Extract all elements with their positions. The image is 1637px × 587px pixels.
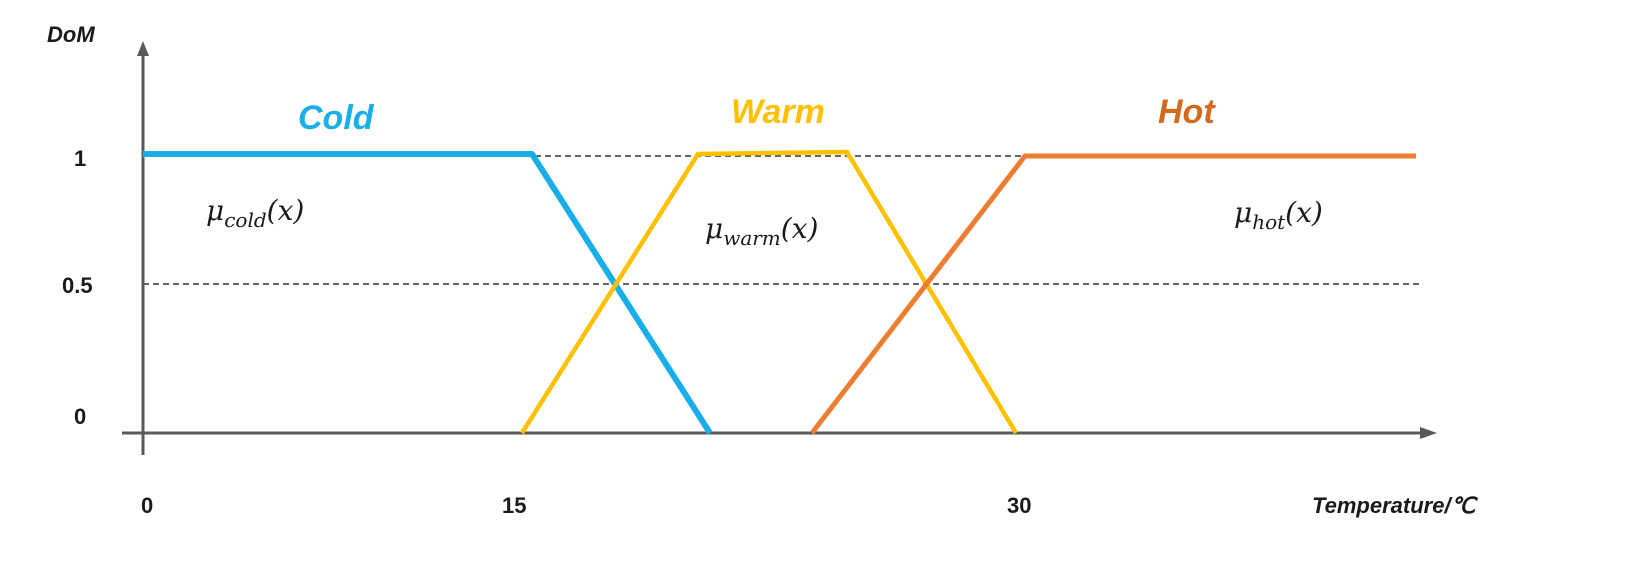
x-tick-label: 15 xyxy=(502,493,526,518)
x-tick-label: 0 xyxy=(141,493,153,518)
warm-membership-notation: μwarm(x) xyxy=(705,212,818,250)
mu-subscript: warm xyxy=(723,226,781,250)
hot-membership-notation: μhot(x) xyxy=(1234,196,1323,234)
warm-set-label: Warm xyxy=(731,93,825,131)
mu-subscript: cold xyxy=(224,208,266,232)
mu-symbol: μ xyxy=(1234,196,1252,229)
mu-argument: (x) xyxy=(267,194,305,227)
x-axis-arrow xyxy=(1420,427,1437,439)
y-tick-label: 0 xyxy=(74,404,86,429)
y-tick-label: 1 xyxy=(74,146,86,171)
cold-membership-line xyxy=(143,151,713,435)
hot-set-label: Hot xyxy=(1158,93,1216,131)
cold-set-label: Cold xyxy=(298,99,375,137)
mu-symbol: μ xyxy=(206,194,224,227)
mu-subscript: hot xyxy=(1252,210,1286,234)
mu-symbol: μ xyxy=(705,212,723,245)
y-axis-arrow xyxy=(137,41,149,56)
y-tick-label: 0.5 xyxy=(62,273,93,298)
x-tick-label: 30 xyxy=(1007,493,1031,518)
mu-argument: (x) xyxy=(1285,196,1323,229)
cold-membership-notation: μcold(x) xyxy=(206,194,304,232)
y-axis-title: DoM xyxy=(47,22,95,47)
hot-membership-line xyxy=(810,153,1416,435)
mu-argument: (x) xyxy=(781,212,819,245)
x-axis-title: Temperature/℃ xyxy=(1312,493,1479,518)
warm-membership-line xyxy=(520,149,1018,435)
